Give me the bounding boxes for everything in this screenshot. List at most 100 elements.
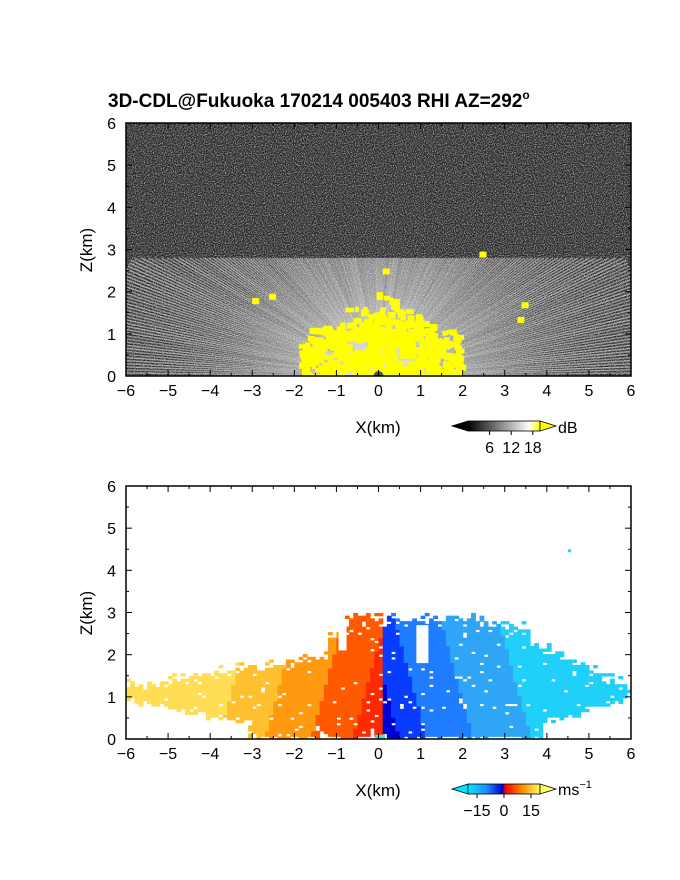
velocity-cell	[273, 703, 279, 707]
velocity-cell	[542, 711, 548, 715]
velocity-cell	[416, 722, 422, 726]
velocity-cell	[340, 681, 346, 685]
velocity-cell	[471, 673, 476, 677]
velocity-cell	[370, 656, 375, 661]
velocity-cell	[235, 697, 241, 702]
velocity-cell	[466, 667, 472, 672]
velocity-cell	[407, 695, 413, 699]
velocity-cell	[130, 695, 136, 699]
velocity-cell	[487, 714, 493, 718]
velocity-cell	[391, 634, 396, 639]
velocity-cell	[450, 708, 455, 713]
velocity-cell	[382, 725, 388, 729]
velocity-cell	[424, 692, 430, 696]
velocity-cell	[513, 689, 518, 694]
velocity-cell	[168, 703, 173, 707]
velocity-cell	[458, 626, 464, 630]
velocity-cell	[521, 708, 527, 713]
velocity-cell	[433, 675, 439, 680]
velocity-cell	[618, 697, 624, 702]
velocity-cell	[370, 654, 375, 658]
velocity-cell	[344, 645, 350, 650]
velocity-cell	[340, 717, 346, 721]
velocity-cell	[382, 643, 388, 647]
velocity-cell	[311, 684, 316, 688]
velocity-cell	[235, 711, 241, 715]
saturated-cell	[374, 359, 384, 367]
velocity-cell	[159, 684, 165, 688]
velocity-cell	[475, 725, 481, 729]
velocity-cell	[534, 708, 540, 713]
velocity-cell	[445, 643, 451, 647]
velocity-cell	[319, 717, 325, 721]
velocity-cell	[576, 681, 582, 685]
velocity-cell	[437, 634, 443, 639]
velocity-cell	[205, 706, 211, 710]
velocity-cell	[353, 651, 359, 655]
velocity-cell	[315, 686, 321, 691]
saturated-cell	[353, 365, 358, 372]
velocity-cell	[542, 648, 548, 652]
velocity-cell	[551, 711, 556, 715]
velocity-cell	[361, 654, 367, 658]
velocity-cell	[492, 733, 497, 737]
velocity-cell	[450, 667, 455, 672]
velocity-cell	[576, 700, 582, 704]
velocity-cell	[555, 714, 561, 718]
velocity-cell	[407, 692, 413, 696]
velocity-cell	[403, 648, 409, 652]
velocity-cell	[315, 706, 321, 710]
velocity-cell	[445, 667, 451, 672]
velocity-cell	[374, 681, 380, 685]
velocity-cell	[555, 656, 561, 661]
velocity-cell	[450, 689, 455, 694]
velocity-cell	[386, 689, 392, 694]
velocity-cell	[357, 708, 363, 713]
velocity-cell	[567, 689, 573, 694]
velocity-cell	[412, 684, 417, 688]
velocity-cell	[504, 662, 510, 666]
velocity-cell	[492, 692, 497, 696]
velocity-cell	[466, 692, 472, 696]
velocity-cell	[454, 722, 460, 726]
saturated-cell	[434, 354, 441, 363]
velocity-cell	[370, 662, 375, 666]
saturated-cell	[440, 340, 447, 349]
velocity-cell	[395, 689, 401, 694]
velocity-cell	[365, 717, 371, 721]
velocity-cell	[391, 654, 396, 658]
velocity-cell	[349, 706, 354, 710]
velocity-cell	[441, 656, 447, 661]
velocity-cell	[492, 648, 497, 652]
velocity-cell	[437, 654, 443, 658]
velocity-cell	[530, 711, 535, 715]
velocity-cell	[142, 689, 148, 694]
velocity-cell	[576, 714, 582, 718]
saturated-cell	[334, 364, 343, 372]
velocity-cell	[349, 681, 354, 685]
velocity-cell	[180, 673, 186, 677]
velocity-cell	[462, 700, 468, 704]
velocity-cell	[500, 673, 506, 677]
velocity-cell	[487, 667, 493, 672]
velocity-cell	[551, 675, 556, 680]
velocity-cell	[563, 714, 569, 718]
velocity-cell	[433, 719, 439, 724]
velocity-cell	[530, 695, 535, 699]
velocity-cell	[353, 659, 359, 663]
velocity-x-ticks: −6 −5 −4 −3 −2 −1 0 1 2 3 4 5 6	[117, 486, 636, 763]
velocity-cell	[496, 695, 502, 699]
velocity-cell	[479, 615, 485, 620]
velocity-cell	[508, 717, 514, 721]
velocity-cell	[534, 645, 540, 650]
velocity-cell	[471, 618, 476, 622]
velocity-cell	[437, 651, 443, 655]
velocity-cell	[319, 695, 325, 699]
velocity-cell	[336, 706, 342, 710]
velocity-cell	[315, 717, 321, 721]
velocity-cell	[344, 717, 350, 721]
velocity-cell	[500, 725, 506, 729]
velocity-cell	[222, 686, 228, 691]
velocity-cell	[538, 695, 544, 699]
velocity-cell	[323, 692, 329, 696]
